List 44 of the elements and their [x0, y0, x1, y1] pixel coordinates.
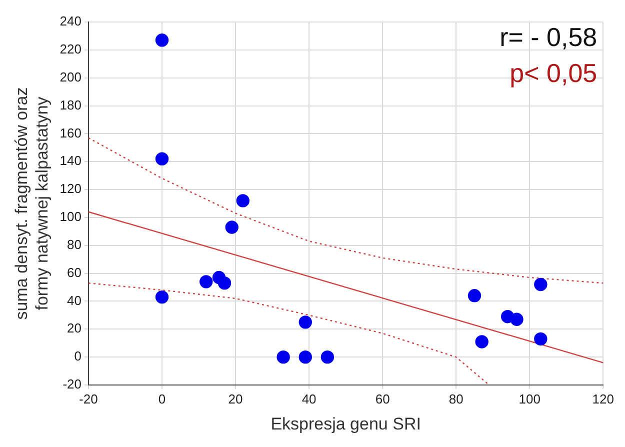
point	[468, 289, 482, 302]
point	[510, 312, 524, 326]
x-tick-label: 100	[518, 391, 540, 406]
point	[276, 350, 290, 364]
x-tick-label: -20	[79, 391, 98, 406]
x-tick-label: 120	[592, 391, 614, 406]
x-tick-label: 0	[158, 391, 166, 406]
point	[155, 34, 169, 47]
point	[225, 220, 238, 234]
point	[298, 316, 312, 329]
y-tick-label: 200	[60, 69, 82, 84]
y-tick-label: -20	[62, 376, 82, 392]
point	[475, 335, 488, 348]
y-tick-label: 100	[60, 209, 82, 224]
annotation: p< 0,05	[510, 58, 598, 88]
x-axis-title: Ekspresja genu SRI	[270, 414, 421, 434]
y-tick-label: 240	[60, 14, 82, 29]
y-tick-label: 160	[60, 125, 82, 140]
x-tick-label: 80	[448, 391, 464, 406]
y-tick-label: 0	[74, 348, 82, 364]
line-series	[88, 137, 604, 284]
y-tick-label: 80	[67, 236, 82, 252]
x-tick-label: 60	[375, 391, 390, 406]
point	[155, 290, 169, 304]
y-tick-label: 220	[60, 42, 82, 56]
point	[534, 278, 548, 292]
point	[218, 276, 232, 290]
y-tick-label: 120	[60, 181, 82, 196]
y-axis-title: suma densyt. fragmentów oraz formy natywnej kalpastatyny	[12, 87, 52, 320]
point	[155, 152, 169, 166]
y-tick-label: 60	[67, 264, 82, 280]
annotation: r= - 0,58	[500, 22, 598, 52]
y-tick-label: 20	[67, 320, 82, 336]
x-tick-label: 20	[228, 391, 243, 406]
point	[298, 350, 312, 364]
point	[236, 194, 250, 208]
line-series	[88, 282, 490, 385]
x-tick-label: 40	[302, 391, 316, 406]
y-tick-label: 140	[60, 153, 82, 168]
y-tick-label: 180	[60, 97, 82, 112]
point	[320, 350, 334, 364]
point	[534, 332, 548, 346]
point	[200, 275, 213, 288]
y-tick-label: 40	[67, 292, 82, 308]
